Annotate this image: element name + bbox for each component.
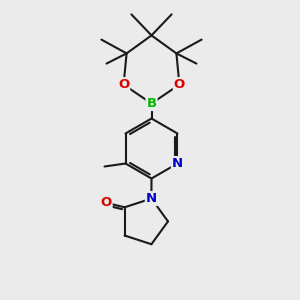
Text: N: N [172, 157, 183, 170]
Text: B: B [146, 97, 157, 110]
Text: O: O [100, 196, 112, 209]
Text: O: O [118, 78, 129, 91]
Text: O: O [174, 78, 185, 91]
Text: N: N [146, 192, 157, 205]
